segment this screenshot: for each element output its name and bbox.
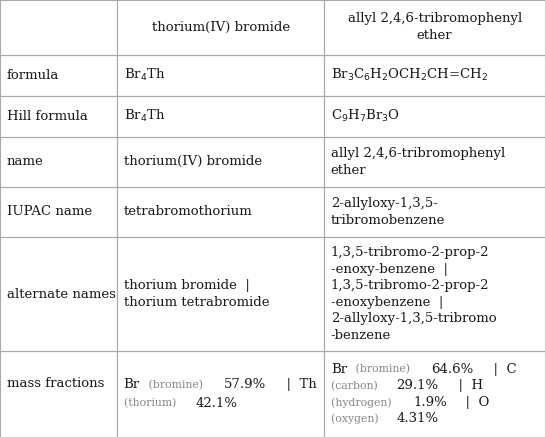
Text: 1.9%: 1.9% bbox=[414, 396, 447, 409]
Text: alternate names: alternate names bbox=[7, 288, 116, 301]
Text: allyl 2,4,6-tribromophenyl
ether: allyl 2,4,6-tribromophenyl ether bbox=[331, 147, 505, 177]
Text: IUPAC name: IUPAC name bbox=[7, 205, 92, 218]
Text: 57.9%: 57.9% bbox=[224, 378, 266, 392]
Text: C$_9$H$_7$Br$_3$O: C$_9$H$_7$Br$_3$O bbox=[331, 108, 400, 124]
Text: |  O: | O bbox=[457, 396, 489, 409]
Text: 1,3,5-tribromo-2-prop-2
-enoxy-benzene  |
1,3,5-tribromo-2-prop-2
-enoxybenzene : 1,3,5-tribromo-2-prop-2 -enoxy-benzene |… bbox=[331, 246, 496, 342]
Text: name: name bbox=[7, 155, 43, 168]
Text: (hydrogen): (hydrogen) bbox=[331, 397, 395, 408]
Text: 4.31%: 4.31% bbox=[397, 413, 439, 425]
Text: (bromine): (bromine) bbox=[352, 364, 413, 374]
Text: |  Th: | Th bbox=[278, 378, 317, 392]
Text: Br: Br bbox=[124, 378, 140, 392]
Text: 2-allyloxy-1,3,5-
tribromobenzene: 2-allyloxy-1,3,5- tribromobenzene bbox=[331, 197, 445, 227]
Text: 42.1%: 42.1% bbox=[196, 397, 238, 409]
Text: (thorium): (thorium) bbox=[124, 398, 180, 408]
Text: Br$_4$Th: Br$_4$Th bbox=[124, 108, 165, 124]
Text: thorium(IV) bromide: thorium(IV) bromide bbox=[152, 21, 290, 34]
Text: (oxygen): (oxygen) bbox=[331, 414, 382, 424]
Text: tetrabromothorium: tetrabromothorium bbox=[124, 205, 252, 218]
Text: (carbon): (carbon) bbox=[331, 381, 381, 391]
Text: 29.1%: 29.1% bbox=[396, 379, 438, 392]
Text: mass fractions: mass fractions bbox=[7, 377, 104, 389]
Text: Br$_4$Th: Br$_4$Th bbox=[124, 67, 165, 83]
Text: (bromine): (bromine) bbox=[144, 380, 206, 390]
Text: thorium(IV) bromide: thorium(IV) bromide bbox=[124, 155, 262, 168]
Text: thorium bromide  |
thorium tetrabromide: thorium bromide | thorium tetrabromide bbox=[124, 279, 269, 309]
Text: 64.6%: 64.6% bbox=[431, 363, 473, 375]
Text: Br$_3$C$_6$H$_2$OCH$_2$CH=CH$_2$: Br$_3$C$_6$H$_2$OCH$_2$CH=CH$_2$ bbox=[331, 67, 488, 83]
Text: formula: formula bbox=[7, 69, 59, 82]
Text: Hill formula: Hill formula bbox=[7, 110, 87, 123]
Text: allyl 2,4,6-tribromophenyl
ether: allyl 2,4,6-tribromophenyl ether bbox=[348, 12, 522, 42]
Text: |  C: | C bbox=[486, 363, 517, 375]
Text: Br: Br bbox=[331, 363, 347, 375]
Text: |  H: | H bbox=[450, 379, 483, 392]
